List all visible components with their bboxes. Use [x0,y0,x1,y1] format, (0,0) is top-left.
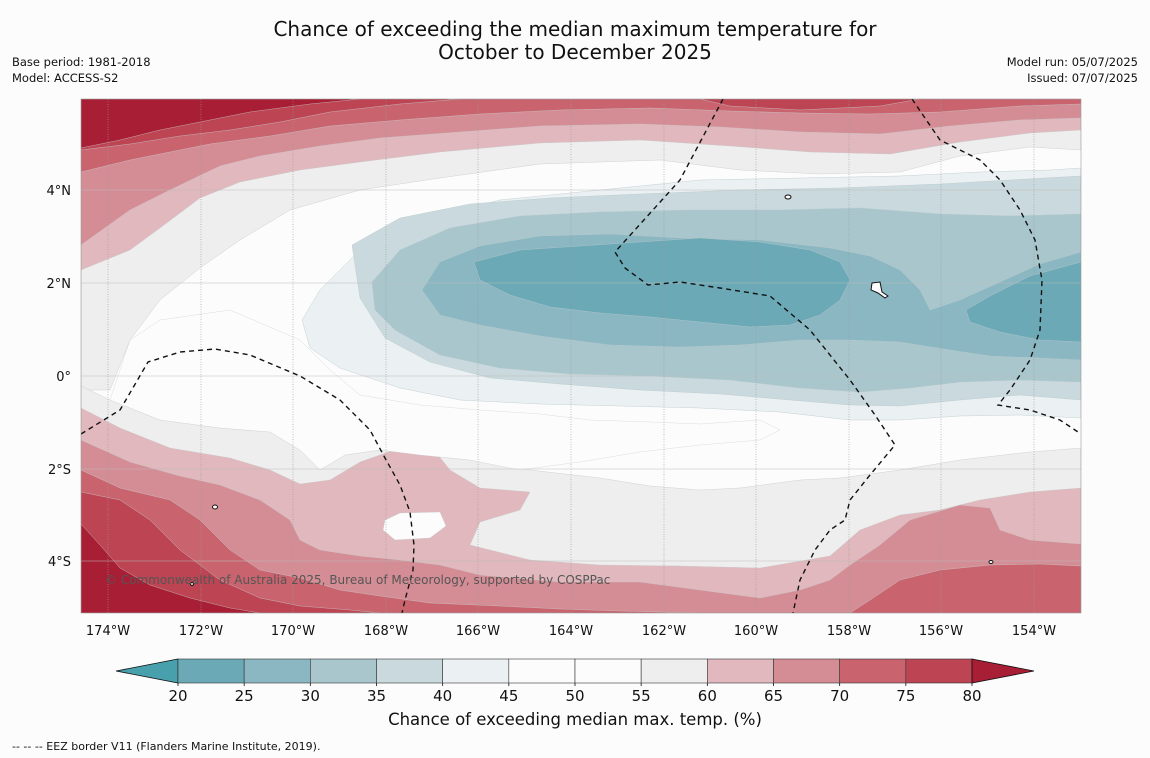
colorbar-bin [905,658,973,684]
graticule [81,99,1081,613]
colorbar-tick-label: 80 [962,687,981,705]
colorbar-tick-label: 40 [433,687,452,705]
colorbar-bin [773,658,840,684]
lat-label-2n: 2°N [47,277,72,292]
latitude-labels: 4°N 2°N 0° 2°S 4°S [47,184,72,570]
colorbar-tick-label: 50 [565,687,584,705]
colorbar-bin [640,658,708,684]
colorbar-bin [707,658,774,684]
lat-label-0: 0° [56,370,71,385]
colorbar-tick-label: 65 [764,687,783,705]
colorbar-extension-high [971,658,1035,684]
title-line-1: Chance of exceeding the median maximum t… [273,17,877,41]
lon-label-170w: 170°W [271,624,315,639]
colorbar-bin [376,658,443,684]
island-outlines [190,194,994,586]
metadata-left: Base period: 1981-2018 Model: ACCESS-S2 [12,54,151,86]
colorbar: 20 25 30 35 40 45 50 55 60 65 70 75 80 [115,658,1035,705]
colorbar-bin [839,658,907,684]
colorbar-bin [310,658,377,684]
lon-label-168w: 168°W [364,624,408,639]
colorbar-bin [243,658,311,684]
lon-label-156w: 156°W [919,624,963,639]
colorbar-tick-label: 20 [168,687,187,705]
metadata-right: Model run: 05/07/2025 Issued: 07/07/2025 [1007,54,1138,86]
colorbar-tick-label: 70 [830,687,849,705]
lon-label-158w: 158°W [827,624,871,639]
eez-border-legend: -- -- -- EEZ border V11 (Flanders Marine… [12,740,321,753]
colorbar-tick-label: 25 [235,687,254,705]
map-title: Chance of exceeding the median maximum t… [0,18,1150,64]
colorbar-tick-label: 30 [301,687,320,705]
lon-label-162w: 162°W [642,624,686,639]
colorbar-bin [508,658,576,684]
colorbar-tick-label: 75 [896,687,915,705]
lon-label-160w: 160°W [734,624,778,639]
lat-label-2s: 2°S [48,463,71,478]
map-area: © Commonwealth of Australia 2025, Bureau… [81,99,1081,613]
white-patch [109,309,781,471]
colorbar-bin [574,658,642,684]
cool-contours-central [301,167,1081,421]
copyright-notice: © Commonwealth of Australia 2025, Bureau… [105,573,610,587]
colorbar-extension-low [115,658,179,684]
title-line-2: October to December 2025 [438,40,712,64]
longitude-labels: 174°W 172°W 170°W 168°W 166°W 164°W 162°… [86,624,1056,639]
model-run-text: Model run: 05/07/2025 [1006,55,1138,69]
base-period-text: Base period: 1981-2018 [12,55,151,69]
lon-label-154w: 154°W [1012,624,1056,639]
colorbar-label: Chance of exceeding median max. temp. (%… [388,710,762,729]
colorbar-tick-label: 45 [499,687,518,705]
colorbar-bin [177,658,245,684]
lon-label-164w: 164°W [549,624,593,639]
colorbar-tick-label: 60 [698,687,717,705]
colorbar-tick-label: 35 [367,687,386,705]
map-frame [80,98,1082,614]
colorbar-bin [442,658,510,684]
colorbar-tick-label: 55 [632,687,651,705]
lat-label-4s: 4°S [48,555,71,570]
warm-contours-south [81,385,1081,613]
lon-label-172w: 172°W [179,624,223,639]
issued-text: Issued: 07/07/2025 [1027,71,1138,85]
model-text: Model: ACCESS-S2 [12,71,119,85]
lat-label-4n: 4°N [47,184,72,199]
eez-borders [81,99,1081,613]
lon-label-166w: 166°W [456,624,500,639]
lon-label-174w: 174°W [86,624,130,639]
